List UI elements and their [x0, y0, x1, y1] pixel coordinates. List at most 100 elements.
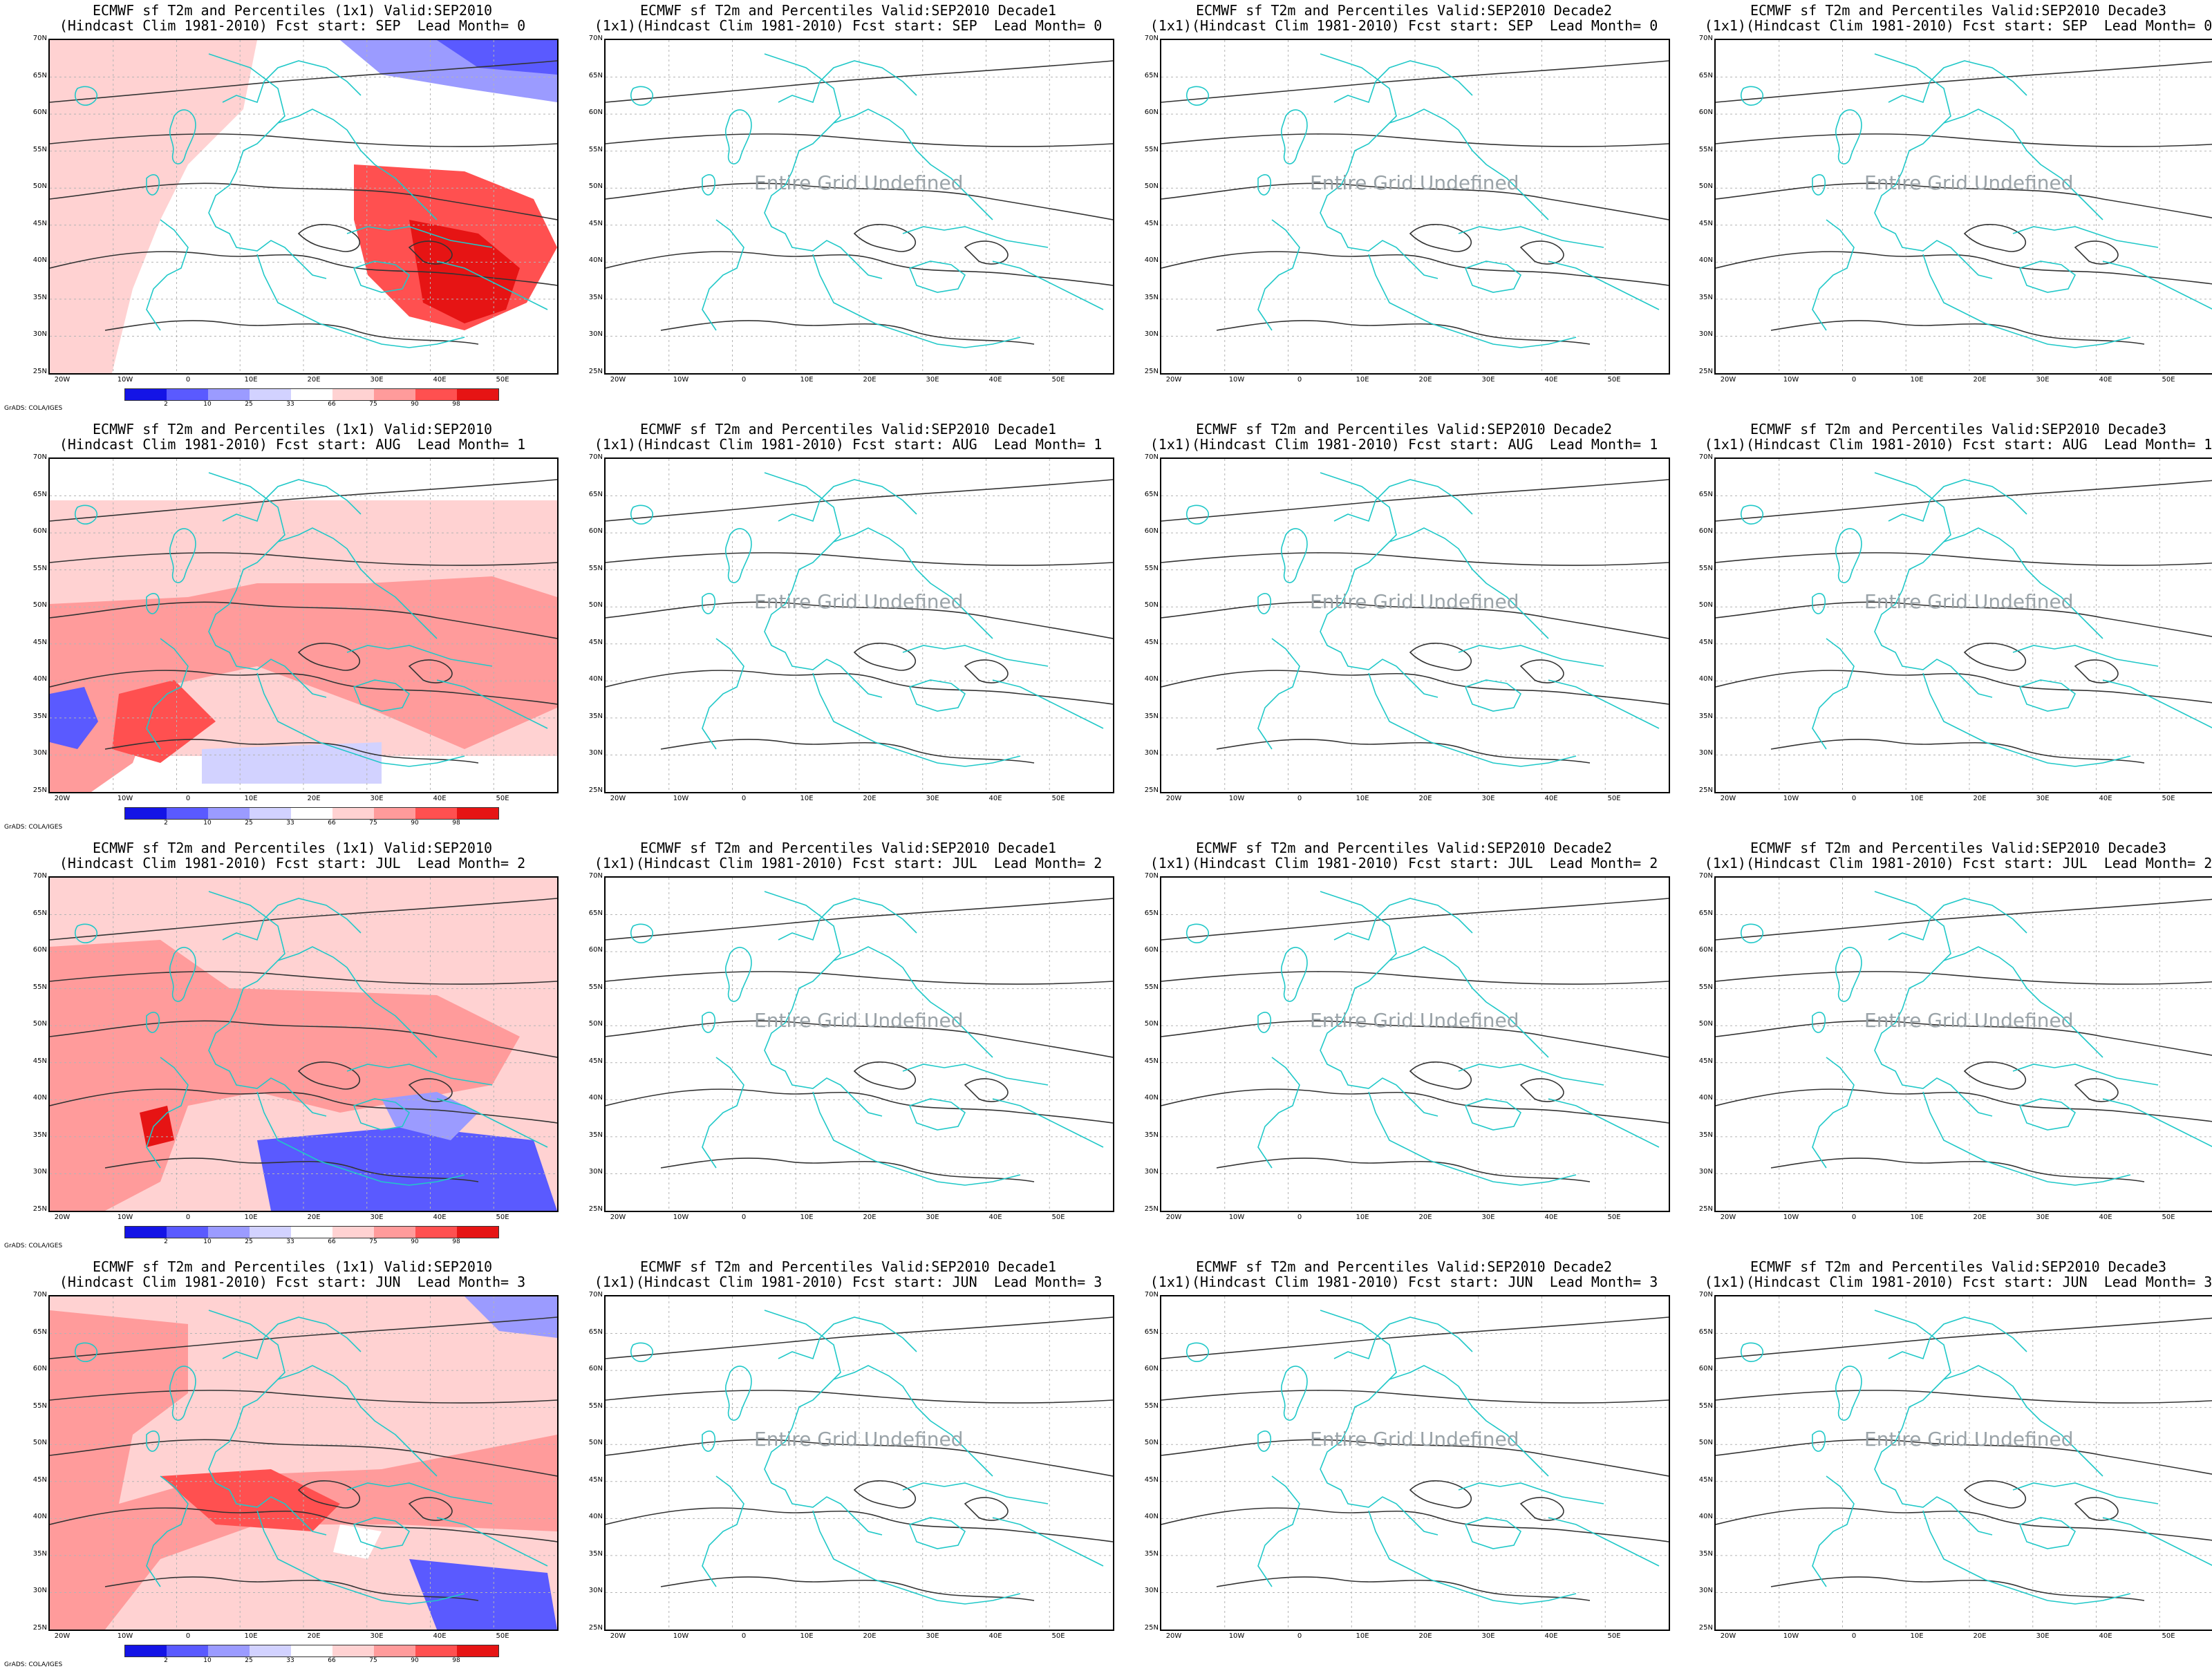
coastline-1: [1281, 947, 1308, 1002]
temperature-contour-6: [964, 240, 1009, 265]
lat-tick-label: 65N: [32, 71, 47, 79]
lat-tick-label: 65N: [32, 490, 47, 498]
lat-tick-label: 70N: [32, 1291, 47, 1299]
lat-tick-label: 40N: [1698, 1513, 1713, 1521]
anomaly-shading-2: [112, 680, 216, 763]
colorbar-label: 2: [164, 820, 168, 827]
grads-credit: GrADS: COLA/IGES: [4, 1661, 63, 1668]
lon-tick-label: 40E: [2099, 1632, 2112, 1640]
temperature-contour-4: [660, 1576, 1035, 1601]
coastline-1: [1281, 528, 1308, 583]
coastline-5: [702, 1057, 744, 1169]
temperature-contour-4: [1216, 1576, 1591, 1601]
colorbar-swatch-6: [374, 1645, 415, 1656]
lon-tick-label: 20E: [863, 376, 877, 384]
coastline-7: [346, 1482, 493, 1504]
colorbar-swatch-8: [457, 1645, 498, 1656]
map-canvas: [1716, 40, 2212, 373]
lat-tick-label: 35N: [1144, 712, 1159, 720]
coastline-3: [1874, 1310, 1993, 1536]
coastline-6: [812, 672, 1021, 767]
lon-tick-label: 50E: [496, 1214, 509, 1221]
coastline-4: [277, 1365, 438, 1477]
coastline-6: [256, 672, 465, 767]
lat-tick-label: 45N: [1698, 1057, 1713, 1065]
lat-tick-label: 50N: [588, 1439, 603, 1447]
panel-r2-c0: ECMWF sf T2m and Percentiles (1x1) Valid…: [4, 838, 560, 1252]
temperature-contour-2: [50, 1020, 557, 1058]
lat-tick-label: 50N: [588, 1020, 603, 1028]
anomaly-shading-1: [50, 40, 257, 373]
lon-tick-label: 10W: [673, 376, 689, 384]
colorbar-label: 75: [369, 820, 377, 827]
colorbar-swatch-6: [374, 389, 415, 400]
temperature-contour-5: [853, 1480, 916, 1509]
undefined-grid-label: Entire Grid Undefined: [754, 171, 964, 194]
lat-tick-label: 45N: [1144, 638, 1159, 646]
coastline-5: [146, 219, 189, 331]
coastline-1: [1835, 1366, 1862, 1421]
coastline-0: [630, 1342, 653, 1362]
coastline-6: [1368, 672, 1577, 767]
coastline-4: [1389, 527, 1549, 639]
colorbar-label: 2: [164, 1238, 168, 1245]
colorbar-swatch-1: [167, 808, 208, 819]
map-frame: Entire Grid Undefined: [1714, 876, 2212, 1212]
lon-tick-label: 40E: [433, 1214, 447, 1221]
panel-r0-c0: ECMWF sf T2m and Percentiles (1x1) Valid…: [4, 0, 560, 415]
temperature-contour-5: [1963, 1480, 2026, 1509]
coastline-2: [1257, 593, 1272, 614]
temperature-contour-0: [50, 898, 557, 941]
colorbar-swatch-8: [457, 389, 498, 400]
lat-tick-label: 65N: [1698, 490, 1713, 498]
temperature-contour-5: [297, 643, 360, 671]
anomaly-shading-4: [202, 742, 382, 784]
colorbar-swatch-1: [167, 1227, 208, 1238]
temperature-contour-5: [297, 1061, 360, 1090]
lon-tick-label: 30E: [1481, 376, 1495, 384]
coastline-6: [812, 1510, 1021, 1605]
lon-tick-label: 20E: [863, 1632, 877, 1640]
temperature-contour-1: [1716, 552, 2212, 566]
coastline-2: [146, 593, 160, 614]
panel-title: ECMWF sf T2m and Percentiles (1x1) Valid…: [59, 421, 526, 453]
map-canvas: [1161, 878, 1669, 1211]
lat-tick-label: 25N: [1698, 1205, 1713, 1213]
map-canvas: [606, 1296, 1113, 1630]
lon-tick-label: 50E: [496, 795, 509, 802]
map-canvas: [606, 459, 1113, 792]
lon-tick-label: 0: [185, 1214, 191, 1221]
coastline-1: [169, 528, 196, 583]
coastline-1: [1835, 947, 1862, 1002]
lat-tick-label: 45N: [588, 219, 603, 227]
panel-r1-c0: ECMWF sf T2m and Percentiles (1x1) Valid…: [4, 419, 560, 833]
coastline-0: [75, 504, 97, 525]
panel-title: ECMWF sf T2m and Percentiles (1x1) Valid…: [59, 2, 526, 34]
colorbar-swatch-1: [167, 1645, 208, 1656]
temperature-contour-2: [50, 182, 557, 220]
lat-tick-label: 65N: [588, 909, 603, 917]
panel-title: ECMWF sf T2m and Percentiles Valid:SEP20…: [594, 1258, 1103, 1290]
colorbar-swatch-0: [125, 1227, 167, 1238]
lon-tick-label: 10W: [673, 1214, 689, 1221]
coastline-4: [277, 527, 438, 639]
coastline-0: [1186, 86, 1209, 106]
coastline-0: [1741, 1342, 1763, 1362]
temperature-contour-0: [1716, 898, 2212, 941]
colorbar-swatch-8: [457, 1227, 498, 1238]
undefined-grid-label: Entire Grid Undefined: [754, 1009, 964, 1032]
coastline-3: [208, 472, 327, 698]
lon-tick-label: 40E: [2099, 376, 2112, 384]
coastline-9: [992, 1098, 1104, 1148]
lat-tick-label: 55N: [1698, 1401, 1713, 1410]
lat-tick-label: 45N: [1698, 1475, 1713, 1484]
colorbar-swatch-0: [125, 808, 167, 819]
lon-tick-label: 30E: [2036, 376, 2050, 384]
lon-tick-label: 50E: [1051, 376, 1065, 384]
coastline-7: [902, 645, 1049, 667]
coastline-8: [1464, 679, 1522, 712]
percentile-colorbar: [124, 1645, 499, 1657]
grads-credit: GrADS: COLA/IGES: [4, 405, 63, 412]
map-canvas: [1716, 1296, 2212, 1630]
lon-tick-label: 20W: [1165, 1632, 1182, 1640]
